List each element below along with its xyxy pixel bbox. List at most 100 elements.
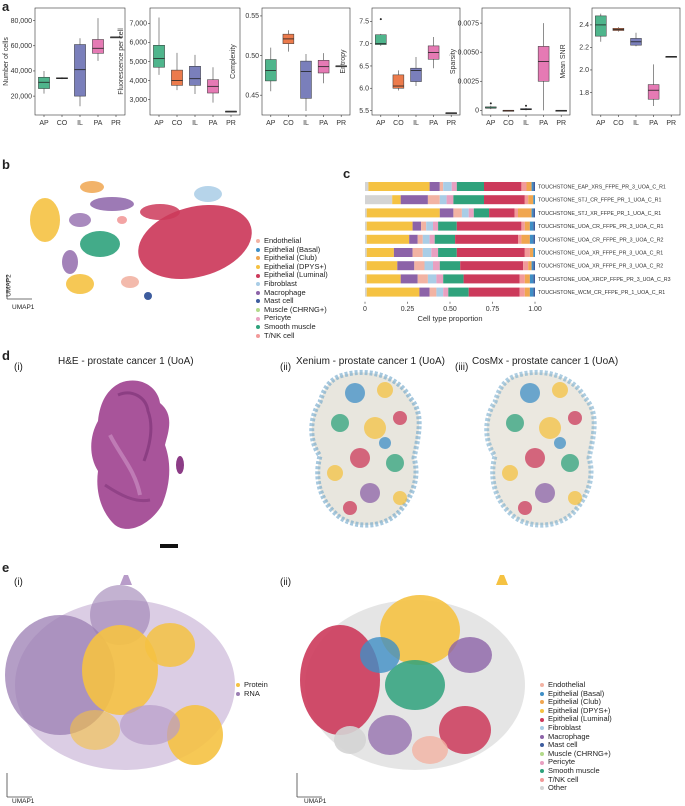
panel-d-sub-i: (i) bbox=[14, 362, 23, 373]
x-tick-label: PR bbox=[336, 120, 346, 127]
y-tick-label: 0.0050 bbox=[458, 49, 480, 56]
x-tick-label: CO bbox=[613, 120, 624, 127]
y-tick-label: 2.4 bbox=[579, 22, 589, 29]
y-tick-label: 0.55 bbox=[245, 13, 259, 20]
stacked-segment bbox=[443, 182, 452, 191]
legend-item: Fibroblast bbox=[256, 278, 328, 289]
stacked-segment bbox=[463, 274, 520, 284]
legend-item: Mast cell bbox=[256, 297, 328, 306]
x-tick-label: PR bbox=[226, 120, 236, 127]
y-tick-label: 3,000 bbox=[129, 97, 147, 104]
legend-swatch bbox=[540, 709, 544, 714]
stacked-segment bbox=[518, 208, 532, 218]
y-tick-label: 2.0 bbox=[579, 67, 589, 74]
panel-c-label: c bbox=[343, 166, 351, 181]
legend-swatch bbox=[540, 743, 544, 748]
legend-swatch bbox=[540, 734, 544, 739]
stacked-segment bbox=[528, 195, 534, 205]
stacked-segment bbox=[514, 208, 518, 218]
legend-label: Macrophage bbox=[548, 731, 590, 741]
box-iqr-AP bbox=[375, 34, 387, 45]
stacked-segment bbox=[393, 248, 413, 257]
stacked-segment bbox=[523, 261, 529, 271]
stacked-segment bbox=[446, 195, 454, 205]
y-tick-label: 0 bbox=[475, 108, 479, 115]
panel-e-sub-ii: (ii) bbox=[280, 577, 292, 588]
legend-label: Endothelial bbox=[264, 236, 302, 245]
legend-label: T/NK cell bbox=[548, 774, 579, 784]
x-tick-label: IL bbox=[192, 120, 198, 127]
stacked-segment bbox=[365, 195, 393, 205]
stacked-segment bbox=[422, 234, 430, 244]
stacked-segment bbox=[412, 248, 423, 257]
legend-label: Epithelial (Club) bbox=[264, 253, 317, 263]
x-tick-label: PA bbox=[319, 120, 328, 127]
xenium-tissue-image bbox=[309, 370, 422, 528]
stacked-segment bbox=[429, 234, 435, 244]
legend-swatch bbox=[540, 700, 544, 705]
legend-label: Pericyte bbox=[264, 313, 292, 323]
legend-item: Muscle (CHRNG+) bbox=[256, 304, 328, 315]
stacked-segment bbox=[439, 195, 447, 205]
box-iqr-AP bbox=[595, 15, 607, 37]
legend-label: Mast cell bbox=[264, 296, 294, 306]
box-panel-frame bbox=[481, 7, 571, 116]
legend-swatch bbox=[236, 683, 240, 688]
legend-swatch bbox=[256, 333, 260, 338]
legend-label: Epithelial (Club) bbox=[548, 697, 601, 707]
legend-label: Protein bbox=[244, 680, 268, 689]
legend-label: Epithelial (Luminal) bbox=[548, 714, 612, 724]
legend-label: Muscle (CHRNG+) bbox=[264, 304, 327, 314]
stacked-segment bbox=[456, 182, 484, 191]
stacked-segment bbox=[448, 287, 469, 297]
stacked-segment bbox=[531, 182, 534, 191]
stacked-segment bbox=[409, 234, 418, 244]
y-tick-label: 7,000 bbox=[129, 21, 147, 28]
stacked-segment bbox=[439, 208, 454, 218]
stacked-segment bbox=[443, 287, 449, 297]
he-tissue-image bbox=[91, 380, 184, 548]
stacked-segment bbox=[366, 287, 420, 297]
legend-swatch bbox=[236, 691, 240, 696]
legend-swatch bbox=[540, 786, 544, 791]
x-tick-label: PA bbox=[539, 120, 548, 127]
x-tick-label: AP bbox=[39, 120, 49, 127]
stacked-segment bbox=[484, 195, 525, 205]
stacked-segment bbox=[521, 182, 527, 191]
row-label: TOUCHSTONE_UOA_CR_FFPE_PR_3_UOA_C_R1 bbox=[538, 224, 664, 230]
stacked-segment bbox=[365, 234, 367, 244]
x-tick-label: CO bbox=[172, 120, 183, 127]
y-tick-label: 7.5 bbox=[359, 19, 369, 26]
y-tick-label: 6.0 bbox=[359, 86, 369, 93]
box-outlier bbox=[489, 102, 492, 105]
y-tick-label: 6.5 bbox=[359, 63, 369, 70]
stacked-segment bbox=[365, 221, 367, 231]
legend-label: Fibroblast bbox=[264, 278, 297, 288]
y-tick-label: 5.5 bbox=[359, 108, 369, 115]
stacked-segment bbox=[453, 208, 462, 218]
x-axis-label: Cell type proportion bbox=[417, 314, 482, 323]
legend-item: T/NK cell bbox=[256, 331, 328, 341]
row-label: TOUCHSTONE_UOA_XR_FFPE_PR_3_UOA_C_R2 bbox=[538, 264, 663, 270]
legend-item: Epithelial (Club) bbox=[256, 254, 328, 263]
stacked-segment bbox=[518, 234, 522, 244]
stacked-segment bbox=[424, 261, 433, 271]
row-label: TOUCHSTONE_UOA_XR_FFPE_PR_3_UOA_C_R1 bbox=[538, 251, 663, 257]
stacked-segment bbox=[455, 234, 518, 244]
x-tick-label: AP bbox=[266, 120, 276, 127]
legend-label: Mast cell bbox=[548, 740, 578, 750]
panel-e-sub-i: (i) bbox=[14, 577, 23, 588]
legend-label: Epithelial (Basal) bbox=[264, 244, 321, 254]
legend-swatch bbox=[540, 691, 544, 696]
panel-d-title-iii: CosMx - prostate cancer 1 (UoA) bbox=[472, 356, 619, 367]
legend-label: Macrophage bbox=[264, 287, 306, 297]
umap-e-ii-xaxis: UMAP1 bbox=[304, 798, 327, 805]
stacked-segment bbox=[365, 182, 369, 191]
x-tick-label: 1.00 bbox=[528, 306, 542, 313]
legend-item: Smooth muscle bbox=[256, 322, 328, 332]
stacked-segment bbox=[456, 221, 522, 231]
box-iqr-PA bbox=[92, 39, 104, 54]
stacked-segment bbox=[438, 248, 457, 257]
y-axis-label: Fluorescence per cell bbox=[118, 28, 125, 95]
umap-e-ii-celltypes bbox=[296, 575, 525, 798]
